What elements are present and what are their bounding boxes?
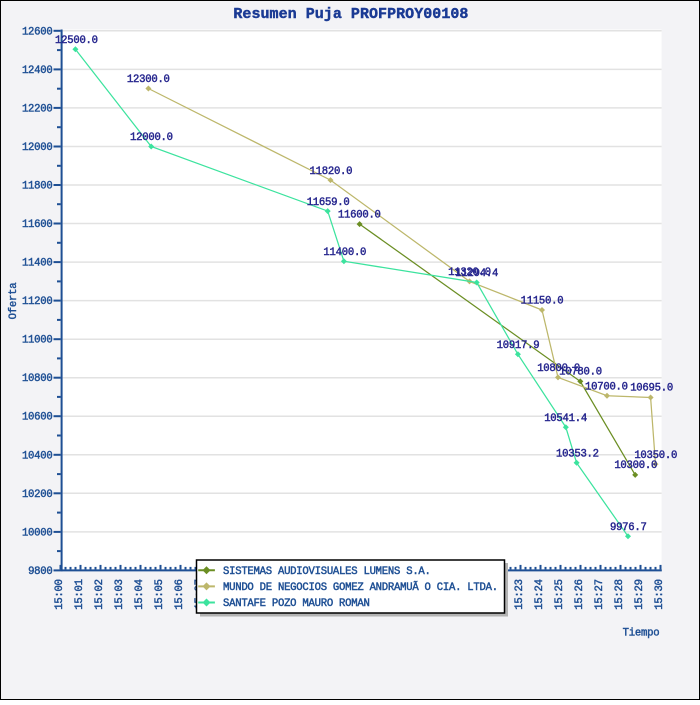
svg-text:15:24: 15:24 bbox=[534, 579, 546, 610]
svg-text:15:30: 15:30 bbox=[654, 579, 666, 610]
svg-text:11600.0: 11600.0 bbox=[338, 209, 381, 221]
svg-text:15:02: 15:02 bbox=[94, 579, 106, 610]
svg-text:11000: 11000 bbox=[22, 335, 53, 347]
svg-text:12400: 12400 bbox=[22, 65, 53, 77]
svg-text:10000: 10000 bbox=[22, 527, 53, 539]
svg-text:11294.4: 11294.4 bbox=[455, 268, 498, 280]
svg-text:10300.0: 10300.0 bbox=[614, 460, 657, 472]
svg-text:10400: 10400 bbox=[22, 450, 53, 462]
svg-text:15:28: 15:28 bbox=[614, 579, 626, 610]
svg-text:15:01: 15:01 bbox=[74, 579, 86, 610]
svg-text:12000.0: 12000.0 bbox=[130, 132, 173, 144]
svg-text:11200: 11200 bbox=[22, 296, 53, 308]
svg-text:15:29: 15:29 bbox=[634, 579, 646, 610]
svg-text:11150.0: 11150.0 bbox=[521, 296, 564, 308]
svg-text:15:04: 15:04 bbox=[134, 579, 146, 610]
svg-text:11820.0: 11820.0 bbox=[310, 166, 353, 178]
svg-text:10917.9: 10917.9 bbox=[497, 340, 540, 352]
svg-text:11400.0: 11400.0 bbox=[323, 247, 366, 259]
svg-text:12600: 12600 bbox=[22, 26, 53, 38]
svg-text:12500.0: 12500.0 bbox=[55, 35, 98, 47]
svg-text:10353.2: 10353.2 bbox=[556, 449, 599, 461]
svg-text:15:00: 15:00 bbox=[54, 579, 66, 610]
svg-text:9976.7: 9976.7 bbox=[610, 522, 647, 534]
svg-text:15:06: 15:06 bbox=[174, 579, 186, 610]
svg-text:11659.0: 11659.0 bbox=[307, 197, 350, 209]
svg-text:10600: 10600 bbox=[22, 412, 53, 424]
svg-text:9800: 9800 bbox=[28, 566, 52, 578]
svg-text:SISTEMAS AUDIOVISUALES LUMENS: SISTEMAS AUDIOVISUALES LUMENS S.A. bbox=[223, 566, 431, 578]
svg-text:10780.0: 10780.0 bbox=[559, 367, 602, 379]
svg-text:10800.0: 10800.0 bbox=[537, 363, 580, 375]
svg-text:15:23: 15:23 bbox=[514, 579, 526, 610]
svg-text:SANTAFE POZO MAURO ROMAN: SANTAFE POZO MAURO ROMAN bbox=[223, 598, 370, 610]
svg-text:10541.4: 10541.4 bbox=[544, 413, 587, 425]
svg-text:11400: 11400 bbox=[22, 258, 53, 270]
svg-text:10695.0: 10695.0 bbox=[630, 382, 673, 394]
svg-text:11600: 11600 bbox=[22, 219, 53, 231]
svg-text:15:27: 15:27 bbox=[594, 579, 606, 610]
svg-text:MUNDO DE NEGOCIOS GOMEZ ANDRAM: MUNDO DE NEGOCIOS GOMEZ ANDRAMUÃ O CIA. … bbox=[223, 581, 498, 594]
svg-text:10350.0: 10350.0 bbox=[634, 450, 677, 462]
svg-text:11320.0: 11320.0 bbox=[448, 267, 491, 279]
svg-text:10700.0: 10700.0 bbox=[585, 382, 628, 394]
svg-text:11800: 11800 bbox=[22, 181, 53, 193]
svg-text:Resumen Puja PROFPROY00108: Resumen Puja PROFPROY00108 bbox=[233, 6, 468, 23]
svg-text:15:26: 15:26 bbox=[574, 579, 586, 610]
svg-text:Tiempo: Tiempo bbox=[623, 628, 660, 640]
svg-text:10800: 10800 bbox=[22, 373, 53, 385]
svg-text:15:05: 15:05 bbox=[154, 579, 166, 610]
svg-text:15:25: 15:25 bbox=[554, 579, 566, 610]
svg-text:12200: 12200 bbox=[22, 103, 53, 115]
svg-text:12000: 12000 bbox=[22, 142, 53, 154]
svg-text:15:03: 15:03 bbox=[114, 579, 126, 610]
svg-text:12300.0: 12300.0 bbox=[127, 74, 170, 86]
svg-text:Oferta: Oferta bbox=[8, 283, 20, 320]
svg-text:10200: 10200 bbox=[22, 489, 53, 501]
